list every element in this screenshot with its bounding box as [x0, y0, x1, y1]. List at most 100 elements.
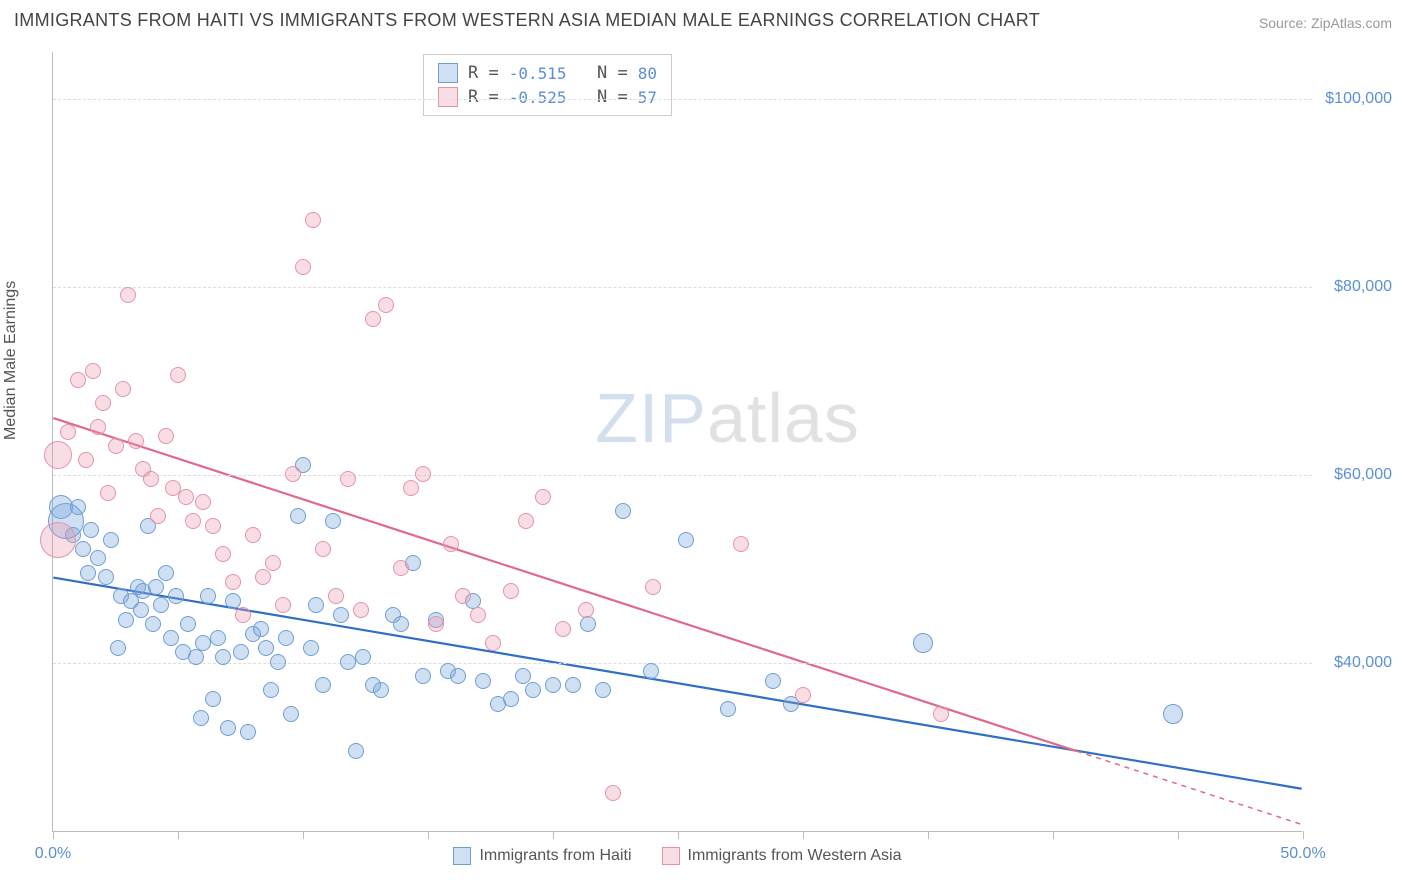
- legend-r-value: -0.525: [509, 88, 567, 107]
- y-tick-label: $60,000: [1334, 466, 1392, 484]
- data-point: [148, 579, 164, 595]
- data-point: [333, 607, 349, 623]
- series-legend-label: Immigrants from Haiti: [479, 847, 631, 865]
- legend-r-label: R =: [468, 63, 499, 83]
- trend-lines: [53, 52, 1302, 831]
- correlation-legend-row: R = -0.515 N = 80: [438, 61, 657, 85]
- data-point: [353, 602, 369, 618]
- data-point: [303, 640, 319, 656]
- watermark-atlas: atlas: [707, 379, 860, 457]
- data-point: [215, 649, 231, 665]
- data-point: [765, 673, 781, 689]
- legend-swatch: [438, 63, 458, 83]
- legend-r-value: -0.515: [509, 64, 567, 83]
- data-point: [378, 297, 394, 313]
- data-point: [158, 428, 174, 444]
- data-point: [145, 616, 161, 632]
- data-point: [503, 583, 519, 599]
- data-point: [340, 471, 356, 487]
- data-point: [110, 640, 126, 656]
- data-point: [60, 424, 76, 440]
- x-tick-label: 0.0%: [35, 845, 71, 863]
- data-point: [1163, 704, 1183, 724]
- x-tick: [428, 831, 429, 839]
- legend-swatch: [453, 847, 471, 865]
- data-point: [328, 588, 344, 604]
- data-point: [263, 682, 279, 698]
- chart-title: IMMIGRANTS FROM HAITI VS IMMIGRANTS FROM…: [14, 10, 1040, 31]
- y-tick-label: $40,000: [1334, 654, 1392, 672]
- data-point: [348, 743, 364, 759]
- data-point: [40, 522, 76, 558]
- x-tick: [53, 831, 54, 839]
- correlation-legend-row: R = -0.525 N = 57: [438, 85, 657, 109]
- data-point: [283, 706, 299, 722]
- source-prefix: Source:: [1259, 15, 1311, 31]
- data-point: [108, 438, 124, 454]
- data-point: [215, 546, 231, 562]
- data-point: [720, 701, 736, 717]
- data-point: [44, 441, 72, 469]
- data-point: [643, 663, 659, 679]
- legend-n-label: N =: [577, 63, 628, 83]
- data-point: [75, 541, 91, 557]
- source-link[interactable]: ZipAtlas.com: [1311, 15, 1392, 31]
- data-point: [315, 541, 331, 557]
- data-point: [70, 499, 86, 515]
- data-point: [170, 367, 186, 383]
- data-point: [470, 607, 486, 623]
- data-point: [290, 508, 306, 524]
- data-point: [315, 677, 331, 693]
- data-point: [133, 602, 149, 618]
- data-point: [355, 649, 371, 665]
- series-legend-label: Immigrants from Western Asia: [688, 847, 902, 865]
- x-tick: [1053, 831, 1054, 839]
- data-point: [595, 682, 611, 698]
- data-point: [340, 654, 356, 670]
- data-point: [365, 311, 381, 327]
- data-point: [403, 480, 419, 496]
- data-point: [275, 597, 291, 613]
- data-point: [193, 710, 209, 726]
- data-point: [415, 668, 431, 684]
- watermark: ZIPatlas: [595, 378, 860, 458]
- series-legend-item: Immigrants from Haiti: [453, 847, 631, 865]
- data-point: [285, 466, 301, 482]
- data-point: [150, 508, 166, 524]
- title-bar: IMMIGRANTS FROM HAITI VS IMMIGRANTS FROM…: [14, 10, 1392, 31]
- trend-line-extrapolated: [1077, 751, 1302, 824]
- data-point: [580, 616, 596, 632]
- series-legend: Immigrants from Haiti Immigrants from Wes…: [53, 847, 1302, 865]
- data-point: [78, 452, 94, 468]
- data-point: [485, 635, 501, 651]
- data-point: [555, 621, 571, 637]
- gridline: [53, 475, 1312, 476]
- data-point: [120, 287, 136, 303]
- legend-n-value: 80: [638, 64, 657, 83]
- data-point: [545, 677, 561, 693]
- data-point: [235, 607, 251, 623]
- data-point: [85, 363, 101, 379]
- legend-r-label: R =: [468, 87, 499, 107]
- gridline: [53, 99, 1312, 100]
- series-legend-item: Immigrants from Western Asia: [662, 847, 902, 865]
- legend-n-label: N =: [577, 87, 628, 107]
- data-point: [615, 503, 631, 519]
- data-point: [455, 588, 471, 604]
- data-point: [393, 616, 409, 632]
- data-point: [95, 395, 111, 411]
- data-point: [115, 381, 131, 397]
- data-point: [220, 720, 236, 736]
- data-point: [605, 785, 621, 801]
- data-point: [90, 419, 106, 435]
- data-point: [270, 654, 286, 670]
- y-tick-label: $80,000: [1334, 278, 1392, 296]
- data-point: [195, 494, 211, 510]
- data-point: [153, 597, 169, 613]
- data-point: [83, 522, 99, 538]
- data-point: [168, 588, 184, 604]
- data-point: [733, 536, 749, 552]
- data-point: [225, 593, 241, 609]
- x-tick: [178, 831, 179, 839]
- data-point: [128, 433, 144, 449]
